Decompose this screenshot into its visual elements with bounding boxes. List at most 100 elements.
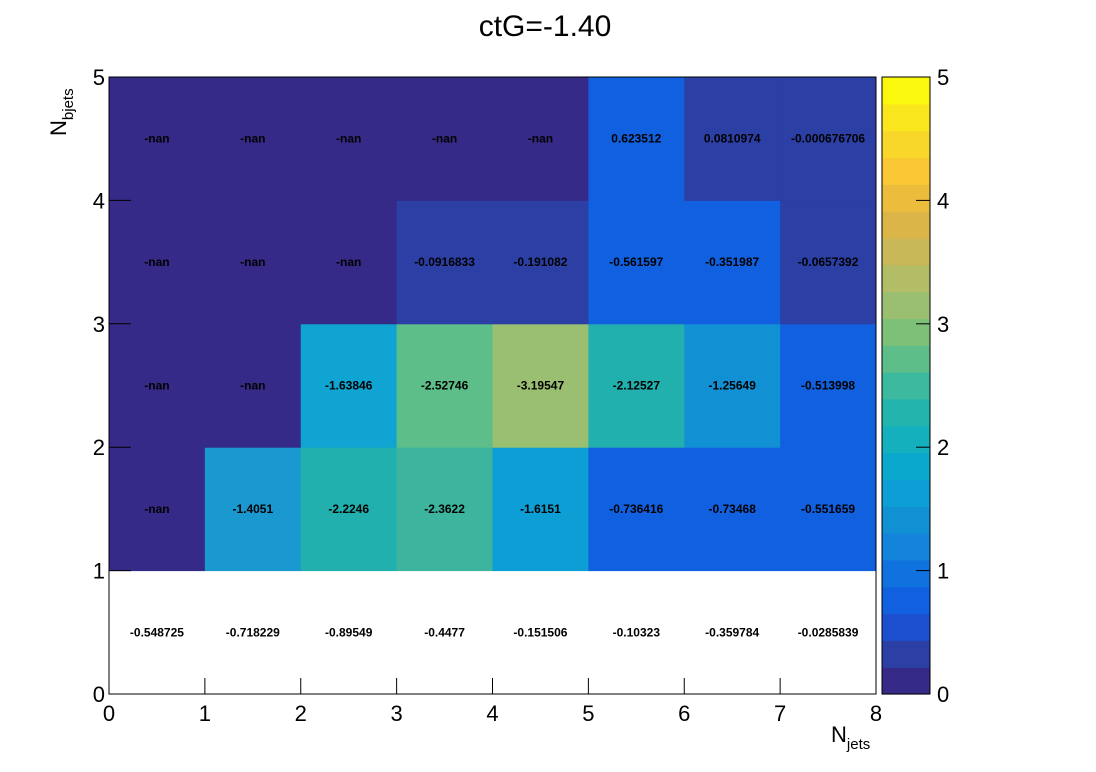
cell-value-label: -nan [432, 132, 457, 146]
cell-value-label: 0.623512 [611, 132, 661, 146]
heatmap-cell [396, 323, 493, 448]
heatmap-cell [396, 447, 493, 572]
cell-value-label: -0.551659 [801, 502, 855, 516]
cell-value-label: -0.10323 [613, 625, 661, 639]
colorbar-swatch [882, 318, 930, 346]
cell-value-label: -0.0657392 [798, 255, 859, 269]
heatmap-cell [588, 323, 685, 448]
colorbar-swatch [882, 425, 930, 454]
colorbar-frame [881, 76, 931, 695]
cell-value-label: -0.351987 [705, 255, 759, 269]
cell-value-label: -nan [144, 379, 169, 393]
y-tick-label: 5 [93, 65, 105, 90]
heatmap-cell [300, 323, 398, 448]
cell-value-label: -0.89549 [325, 625, 373, 639]
heatmap-cell [204, 323, 302, 448]
cell-value-label: -0.359784 [705, 625, 759, 639]
colorbar-swatch [882, 264, 930, 293]
cell-value-label: -0.191082 [513, 255, 567, 269]
cell-value-label: -0.513998 [801, 379, 855, 393]
heatmap-cell [588, 447, 685, 572]
heatmap-cell [109, 77, 206, 201]
colorbar-swatch [882, 103, 930, 132]
colorbar-swatch [882, 237, 930, 266]
colorbar-swatch [882, 506, 930, 534]
cell-value-label: -1.25649 [709, 379, 757, 393]
colorbar-tick-label: 0 [937, 682, 949, 707]
cell-value-label: -nan [240, 379, 265, 393]
cell-value-label: -0.561597 [609, 255, 663, 269]
colorbar-swatch [882, 452, 930, 480]
cell-value-label: -0.548725 [130, 625, 184, 639]
heatmap-cell [300, 447, 398, 572]
colorbar-tick-label: 2 [937, 435, 949, 460]
heatmap-cell [492, 323, 589, 448]
heatmap-cell [780, 447, 877, 572]
heatmap-cell [492, 200, 589, 325]
colorbar-swatch [882, 613, 930, 641]
colorbar-swatch [882, 586, 930, 615]
colorbar-swatch [882, 372, 930, 400]
x-tick-label: 8 [870, 701, 882, 726]
cell-value-label: -0.73468 [709, 502, 757, 516]
cell-value-label: -nan [528, 132, 553, 146]
cell-value-label: -0.000676706 [791, 132, 865, 146]
colorbar-swatch [882, 667, 930, 695]
colorbar-swatch [882, 640, 930, 668]
heatmap-cell [780, 200, 877, 325]
x-tick-label: 3 [391, 701, 403, 726]
x-tick-label: 1 [199, 701, 211, 726]
colorbar-swatch [882, 345, 930, 373]
x-tick-label: 4 [486, 701, 498, 726]
x-tick-label: 2 [295, 701, 307, 726]
heatmap-cell [204, 200, 302, 325]
y-tick-label: 2 [93, 435, 105, 460]
heatmap-cell [109, 447, 206, 572]
colorbar-swatch [882, 77, 930, 105]
colorbar-swatch [882, 184, 930, 212]
colorbar-tick-label: 1 [937, 559, 949, 584]
x-tick-label: 5 [582, 701, 594, 726]
colorbar-swatch [882, 559, 930, 588]
cell-value-label: -0.151506 [513, 625, 567, 639]
colorbar-tick-label: 5 [937, 65, 949, 90]
heatmap-cell [588, 77, 685, 201]
heatmap-cell [780, 77, 877, 201]
cell-value-label: 0.0810974 [704, 132, 761, 146]
cell-value-label: -nan [240, 255, 265, 269]
y-tick-label: 3 [93, 312, 105, 337]
x-tick-label: 0 [103, 701, 115, 726]
cell-value-label: -2.52746 [421, 379, 469, 393]
colorbar-swatch [882, 533, 930, 561]
cell-value-label: -0.4477 [424, 625, 465, 639]
cell-value-label: -nan [336, 132, 361, 146]
heatmap-cell [300, 200, 398, 325]
heatmap-cell [109, 323, 206, 448]
cell-value-label: -nan [144, 255, 169, 269]
colorbar-swatch [882, 157, 930, 185]
cell-value-label: -1.63846 [325, 379, 373, 393]
y-tick-label: 0 [93, 682, 105, 707]
cell-value-label: -2.3622 [424, 502, 465, 516]
cell-value-label: -2.2246 [328, 502, 369, 516]
colorbar-tick-label: 3 [937, 312, 949, 337]
x-tick-label: 7 [774, 701, 786, 726]
colorbar-swatch [882, 291, 930, 320]
colorbar-tick-label: 4 [937, 188, 949, 213]
cell-value-label: -3.19547 [517, 379, 565, 393]
heatmap-cell [684, 447, 781, 572]
cell-value-label: -0.736416 [609, 502, 663, 516]
heatmap-cell [684, 200, 781, 325]
heatmap-cell [684, 323, 781, 448]
heatmap-cell [204, 77, 302, 201]
heatmap-cell [396, 200, 493, 325]
cell-value-label: -2.12527 [613, 379, 661, 393]
y-tick-label: 4 [93, 188, 105, 213]
heatmap-cell [300, 77, 398, 201]
y-axis-title: Nbjets [46, 88, 77, 136]
cell-value-label: -nan [336, 255, 361, 269]
heatmap-cell [396, 77, 493, 201]
colorbar-swatch [882, 130, 930, 159]
y-tick-label: 1 [93, 559, 105, 584]
